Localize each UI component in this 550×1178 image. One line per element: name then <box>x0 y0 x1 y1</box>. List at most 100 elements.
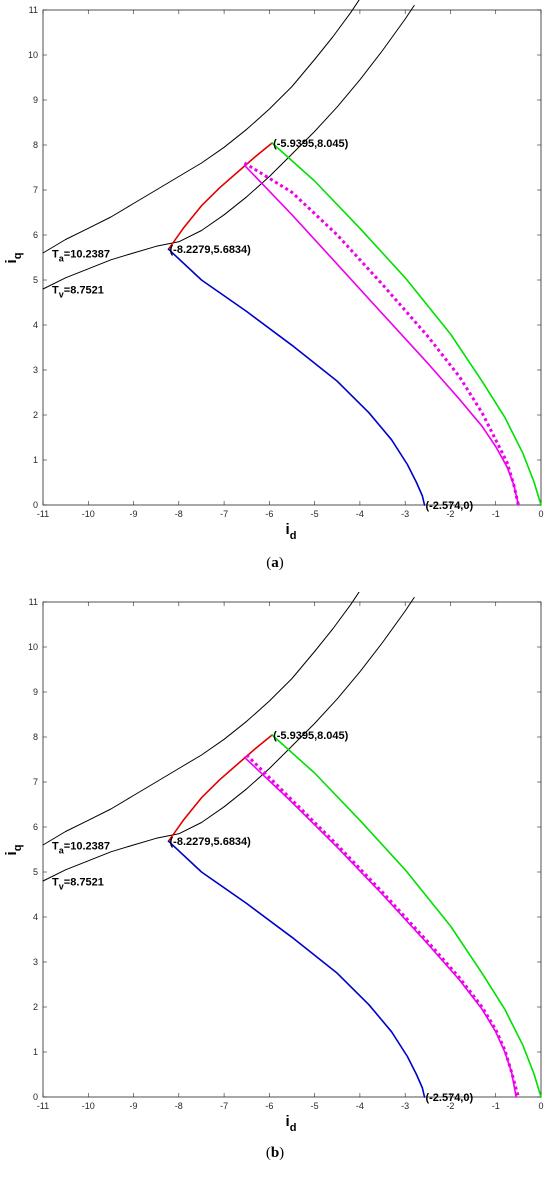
torque-label-sub: a <box>59 846 65 856</box>
x-tick-label: -1 <box>492 1101 500 1111</box>
torque-label-value: =10.2387 <box>64 249 110 261</box>
series-line-0 <box>42 592 360 846</box>
torque-label-value: =8.7521 <box>64 877 104 889</box>
series-line-3 <box>271 142 542 506</box>
torque-label: Ta=10.2387 <box>52 841 110 856</box>
y-tick-label: 9 <box>33 95 38 105</box>
y-tick-label: 6 <box>33 230 38 240</box>
x-tick-label: -11 <box>37 1101 49 1111</box>
plot-frame <box>42 9 542 506</box>
caption-a-letter: a <box>271 555 279 571</box>
chart-panel-a: -11 -10 -9 -8 -7 -6 -5 -4 -3 -2 -1 0 0 1 2 3 4 5 6 7 8 9 10 11 i… <box>0 0 550 586</box>
y-tick-label: 1 <box>33 455 38 465</box>
series-line-1 <box>42 597 415 882</box>
series-line-3 <box>271 734 542 1098</box>
torque-label-sub: a <box>59 254 65 264</box>
point-annotation: (-2.574,0) <box>425 500 473 512</box>
x-tick-label: -2 <box>446 1101 454 1111</box>
y-tick-label: 3 <box>33 365 38 375</box>
caption-b-open: ( <box>265 1145 271 1161</box>
x-tick-label: -8 <box>175 1101 183 1111</box>
y-tick-label: 11 <box>29 597 38 607</box>
series-line-1 <box>42 5 415 290</box>
y-tick-label: 10 <box>28 50 38 60</box>
y-axis-label-sub: q <box>12 253 24 260</box>
y-tick-label: 0 <box>33 500 38 510</box>
point-annotation: (-2.574,0) <box>425 1092 473 1104</box>
y-tick-label: 7 <box>33 185 38 195</box>
x-axis-label-sub: d <box>290 1122 297 1134</box>
torque-label-main: T <box>52 877 59 889</box>
caption-a-close: ) <box>278 555 284 571</box>
torque-label: Tv=8.7521 <box>52 285 104 300</box>
y-tick-label: 3 <box>33 957 38 967</box>
torque-label-sub: v <box>59 290 64 300</box>
y-axis-label: iq <box>3 845 24 856</box>
y-tick-label: 5 <box>33 275 38 285</box>
y-axis-label-main: i <box>3 851 20 855</box>
y-tick-label: 2 <box>33 1002 38 1012</box>
x-axis-label-main: i <box>286 1113 290 1130</box>
series-line-2 <box>167 734 273 842</box>
x-tick-label: 0 <box>538 1101 543 1111</box>
x-tick-label: -11 <box>37 509 49 519</box>
x-tick-label: -2 <box>446 509 454 519</box>
x-tick-label: -5 <box>311 509 319 519</box>
x-tick-label: -9 <box>130 1101 138 1111</box>
x-tick-label: -3 <box>401 1101 409 1111</box>
series-line-4 <box>167 248 426 506</box>
y-tick-label: 4 <box>33 912 38 922</box>
torque-label: Ta=10.2387 <box>52 249 110 264</box>
y-tick-label: 9 <box>33 687 38 697</box>
x-tick-label: -9 <box>130 509 138 519</box>
torque-label-value: =10.2387 <box>64 841 110 853</box>
x-tick-label: -1 <box>492 509 500 519</box>
torque-label-main: T <box>52 285 59 297</box>
torque-label-main: T <box>52 841 59 853</box>
x-tick-label: 0 <box>538 509 543 519</box>
caption-b-letter: b <box>270 1145 280 1161</box>
x-tick-label: -8 <box>175 509 183 519</box>
y-tick-label: 8 <box>33 140 38 150</box>
y-tick-label: 7 <box>33 777 38 787</box>
torque-label-value: =8.7521 <box>64 285 104 297</box>
x-tick-label: -10 <box>82 509 95 519</box>
x-tick-label: -6 <box>265 509 273 519</box>
y-tick-label: 1 <box>33 1047 38 1057</box>
point-annotation: (-8.2279,5.6834) <box>170 244 252 256</box>
series-line-5 <box>243 756 517 1098</box>
y-tick-label: 8 <box>33 732 38 742</box>
torque-label-main: T <box>52 249 59 261</box>
y-tick-label: 6 <box>33 822 38 832</box>
y-tick-label: 5 <box>33 867 38 877</box>
y-tick-label: 0 <box>33 1092 38 1102</box>
y-axis-label-sub: q <box>12 845 24 852</box>
chart-b-svg: -11 -10 -9 -8 -7 -6 -5 -4 -3 -2 -1 001234567891011i… <box>3 592 544 1134</box>
y-axis-label: iq <box>3 253 24 264</box>
series-line-5 <box>243 164 520 506</box>
caption-b-close: ) <box>279 1145 285 1161</box>
x-tick-label: -4 <box>356 1101 364 1111</box>
torque-label: Tv=8.7521 <box>52 877 104 892</box>
caption-a: (a) <box>0 555 550 572</box>
x-tick-label: -4 <box>356 509 364 519</box>
point-annotation: (-5.9395,8.045) <box>273 138 349 150</box>
point-annotation: (-5.9395,8.045) <box>273 730 349 742</box>
x-axis-label-sub: d <box>290 530 297 542</box>
series-line-0 <box>42 0 360 254</box>
y-tick-label: 4 <box>33 320 38 330</box>
y-tick-label: 2 <box>33 410 38 420</box>
point-annotation: (-8.2279,5.6834) <box>170 836 252 848</box>
caption-a-open: ( <box>266 555 272 571</box>
chart-panel-b: -11 -10 -9 -8 -7 -6 -5 -4 -3 -2 -1 0 0 1 2 3 4 5 6 7 8 9 10 11 i… <box>0 592 550 1178</box>
x-tick-label: -3 <box>401 509 409 519</box>
x-tick-label: -5 <box>311 1101 319 1111</box>
x-axis-label-main: i <box>286 521 290 538</box>
x-axis-label: id <box>286 521 297 542</box>
x-tick-label: -6 <box>265 1101 273 1111</box>
x-tick-label: -7 <box>220 1101 228 1111</box>
x-tick-label: -10 <box>82 1101 95 1111</box>
series-line-6 <box>243 161 520 506</box>
plot-frame <box>42 601 542 1098</box>
chart-a-svg: -11 -10 -9 -8 -7 -6 -5 -4 -3 -2 -1 001234567891011i… <box>3 0 544 542</box>
